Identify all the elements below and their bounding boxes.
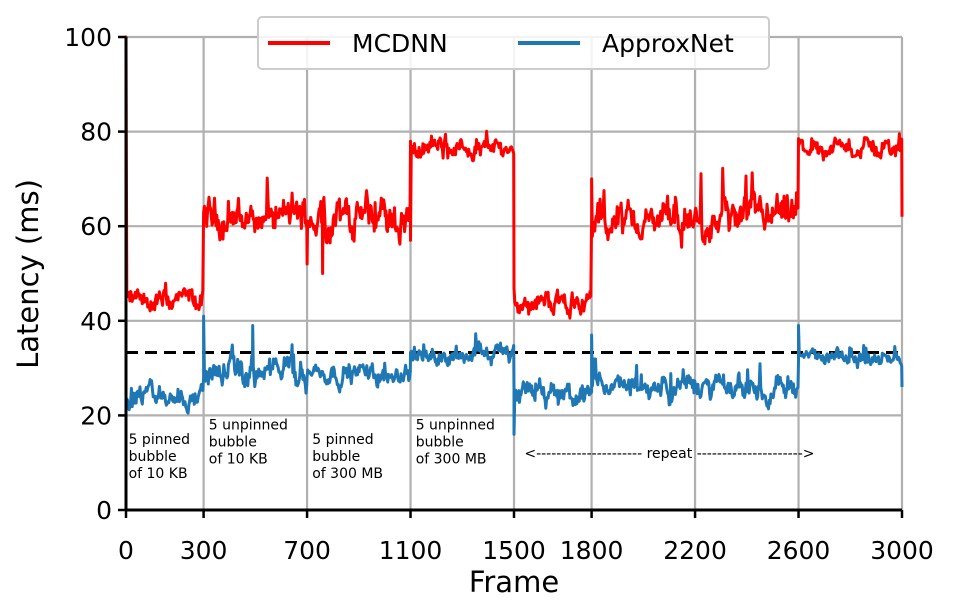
- annotation-2-line-1: bubble: [312, 449, 360, 465]
- y-tick-label-20: 20: [80, 401, 112, 430]
- x-tick-label-1500: 1500: [482, 536, 546, 565]
- annotation-2: 5 pinned bubble of 300 MB: [312, 432, 383, 482]
- annotation-1-line-0: 5 unpinned: [209, 418, 288, 434]
- series-lines: [124, 35, 904, 436]
- annotation-3: 5 unpinned bubble of 300 MB: [416, 418, 495, 468]
- annotation-2-line-0: 5 pinned: [312, 432, 373, 448]
- annotations: 5 pinned bubble of 10 KB5 unpinned bubble of…: [129, 418, 815, 482]
- annotation-3-line-1: bubble: [416, 435, 464, 451]
- annotation-4: <--------------------- repeat ----------…: [524, 446, 814, 462]
- annotation-4-line-0: <--------------------- repeat ----------…: [524, 446, 814, 462]
- y-tick-label-40: 40: [80, 307, 112, 336]
- legend-label-mcdnn: MCDNN: [352, 29, 448, 58]
- series-line-approxnet: [124, 314, 904, 436]
- annotation-3-line-2: of 300 MB: [416, 452, 487, 468]
- x-tick-label-0: 0: [118, 536, 134, 565]
- x-tick-label-1100: 1100: [379, 536, 443, 565]
- annotation-1: 5 unpinned bubble of 10 KB: [209, 418, 288, 468]
- annotation-0: 5 pinned bubble of 10 KB: [129, 432, 190, 482]
- legend-box: [257, 16, 770, 70]
- series-line-mcdnn: [124, 35, 904, 320]
- x-tick-label-3000: 3000: [870, 536, 934, 565]
- y-tick-label-60: 60: [80, 212, 112, 241]
- y-tick-label-0: 0: [96, 496, 112, 525]
- annotation-2-line-2: of 300 MB: [312, 466, 383, 482]
- axes: [118, 35, 904, 518]
- y-tick-label-100: 100: [64, 23, 112, 52]
- x-tick-label-300: 300: [180, 536, 228, 565]
- y-tick-label-80: 80: [80, 118, 112, 147]
- x-tick-label-700: 700: [283, 536, 331, 565]
- x-tick-label-1800: 1800: [560, 536, 624, 565]
- annotation-0-line-1: bubble: [129, 449, 177, 465]
- x-axis-label: Frame: [469, 565, 559, 599]
- x-tick-label-2200: 2200: [663, 536, 727, 565]
- legend: MCDNN ApproxNet: [257, 16, 770, 70]
- annotation-1-line-1: bubble: [209, 435, 257, 451]
- annotation-1-line-2: of 10 KB: [209, 452, 268, 468]
- annotation-3-line-0: 5 unpinned: [416, 418, 495, 434]
- x-tick-label-2600: 2600: [767, 536, 831, 565]
- x-tick-labels: 0 300 700 1100 1500 1800 2200 2600 3000: [118, 536, 934, 565]
- annotation-0-line-0: 5 pinned: [129, 432, 190, 448]
- legend-label-approxnet: ApproxNet: [602, 29, 734, 58]
- y-axis-label: Latency (ms): [11, 179, 45, 369]
- y-tick-labels: 0 20 40 60 80 100: [64, 23, 112, 525]
- annotation-0-line-2: of 10 KB: [129, 466, 188, 482]
